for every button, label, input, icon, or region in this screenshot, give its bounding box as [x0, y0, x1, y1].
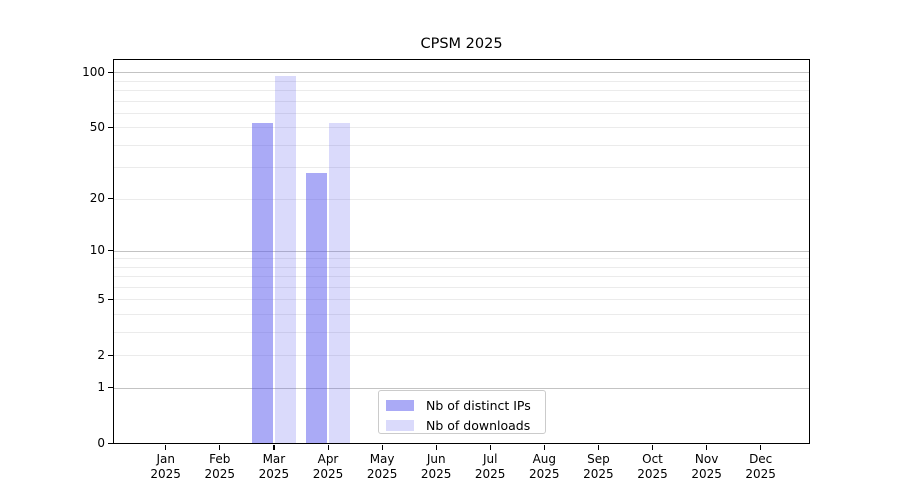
x-tick-feb — [219, 444, 221, 450]
y-tick-1 — [107, 387, 113, 389]
x-tick-jan — [165, 444, 167, 450]
gridline-y-90 — [113, 80, 810, 82]
y-tick-5 — [107, 298, 113, 300]
y-tick-label-0: 0 — [97, 436, 105, 450]
bar-apr-downloads — [329, 122, 350, 444]
y-tick-10 — [107, 250, 113, 252]
y-tick-label-10: 10 — [89, 243, 105, 258]
y-tick-100 — [107, 71, 113, 73]
x-tick-label-dec: Dec 2025 — [745, 451, 776, 482]
legend-swatch-1 — [386, 419, 414, 431]
legend: Nb of distinct IPs Nb of downloads — [378, 390, 546, 434]
x-tick-sep — [597, 444, 600, 450]
gridline-y-2 — [113, 355, 810, 357]
x-tick-label-jun: Jun 2025 — [420, 451, 452, 482]
y-tick-label-2: 2 — [97, 347, 105, 362]
gridline-y-4 — [113, 314, 810, 315]
legend-label-1: Nb of downloads — [426, 417, 531, 433]
gridline-y-70 — [113, 100, 810, 102]
gridline-y-80 — [113, 89, 810, 91]
gridline-y-3 — [113, 332, 810, 333]
gridline-y-60 — [113, 112, 810, 114]
bar-apr-ips — [306, 172, 327, 444]
x-tick-jul — [489, 444, 491, 450]
x-tick-label-oct: Oct 2025 — [637, 451, 668, 482]
gridline-y-50 — [113, 127, 810, 129]
gridline-y-1 — [113, 387, 810, 389]
y-tick-50 — [107, 126, 113, 128]
y-tick-label-20: 20 — [89, 191, 105, 206]
y-tick-0 — [107, 443, 113, 445]
gridline-y-30 — [113, 167, 810, 169]
x-tick-label-feb: Feb 2025 — [204, 451, 236, 482]
y-tick-label-5: 5 — [97, 291, 105, 306]
x-tick-oct — [652, 444, 654, 450]
legend-label-0: Nb of distinct IPs — [426, 397, 531, 413]
x-tick-nov — [706, 444, 708, 450]
y-tick-label-1: 1 — [97, 380, 105, 395]
x-tick-label-mar: Mar 2025 — [258, 451, 290, 482]
gridline-y-8 — [113, 266, 810, 268]
legend-row-0: Nb of distinct IPs — [379, 395, 545, 415]
bar-mar-downloads — [274, 76, 296, 444]
x-tick-mar — [273, 444, 275, 450]
y-tick-label-50: 50 — [89, 119, 105, 134]
y-tick-20 — [107, 198, 113, 200]
gridline-y-6 — [113, 286, 810, 288]
chart-title: CPSM 2025 — [420, 36, 503, 52]
x-tick-label-apr: Apr 2025 — [312, 451, 344, 482]
x-tick-apr — [327, 444, 329, 450]
x-tick-label-sep: Sep 2025 — [583, 451, 614, 482]
x-tick-label-nov: Nov 2025 — [691, 451, 722, 482]
x-tick-label-may: May 2025 — [366, 451, 398, 482]
gridline-y-10 — [113, 250, 810, 252]
x-tick-dec — [760, 444, 762, 450]
bar-mar-ips — [251, 122, 273, 444]
gridline-y-9 — [113, 258, 810, 260]
legend-swatch-0 — [386, 399, 414, 411]
x-tick-label-jul: Jul 2025 — [474, 451, 506, 482]
gridline-y-100 — [113, 72, 810, 74]
y-tick-2 — [107, 354, 113, 356]
gridline-y-40 — [113, 144, 810, 146]
y-tick-label-100: 100 — [82, 64, 105, 79]
x-tick-aug — [543, 444, 545, 450]
legend-row-1: Nb of downloads — [379, 415, 545, 435]
x-tick-label-jan: Jan 2025 — [150, 451, 181, 482]
x-tick-jun — [435, 444, 437, 450]
gridline-y-5 — [113, 299, 810, 301]
x-tick-label-aug: Aug 2025 — [529, 451, 560, 482]
gridline-y-7 — [113, 276, 810, 278]
gridline-y-20 — [113, 198, 810, 200]
x-tick-may — [381, 444, 383, 450]
